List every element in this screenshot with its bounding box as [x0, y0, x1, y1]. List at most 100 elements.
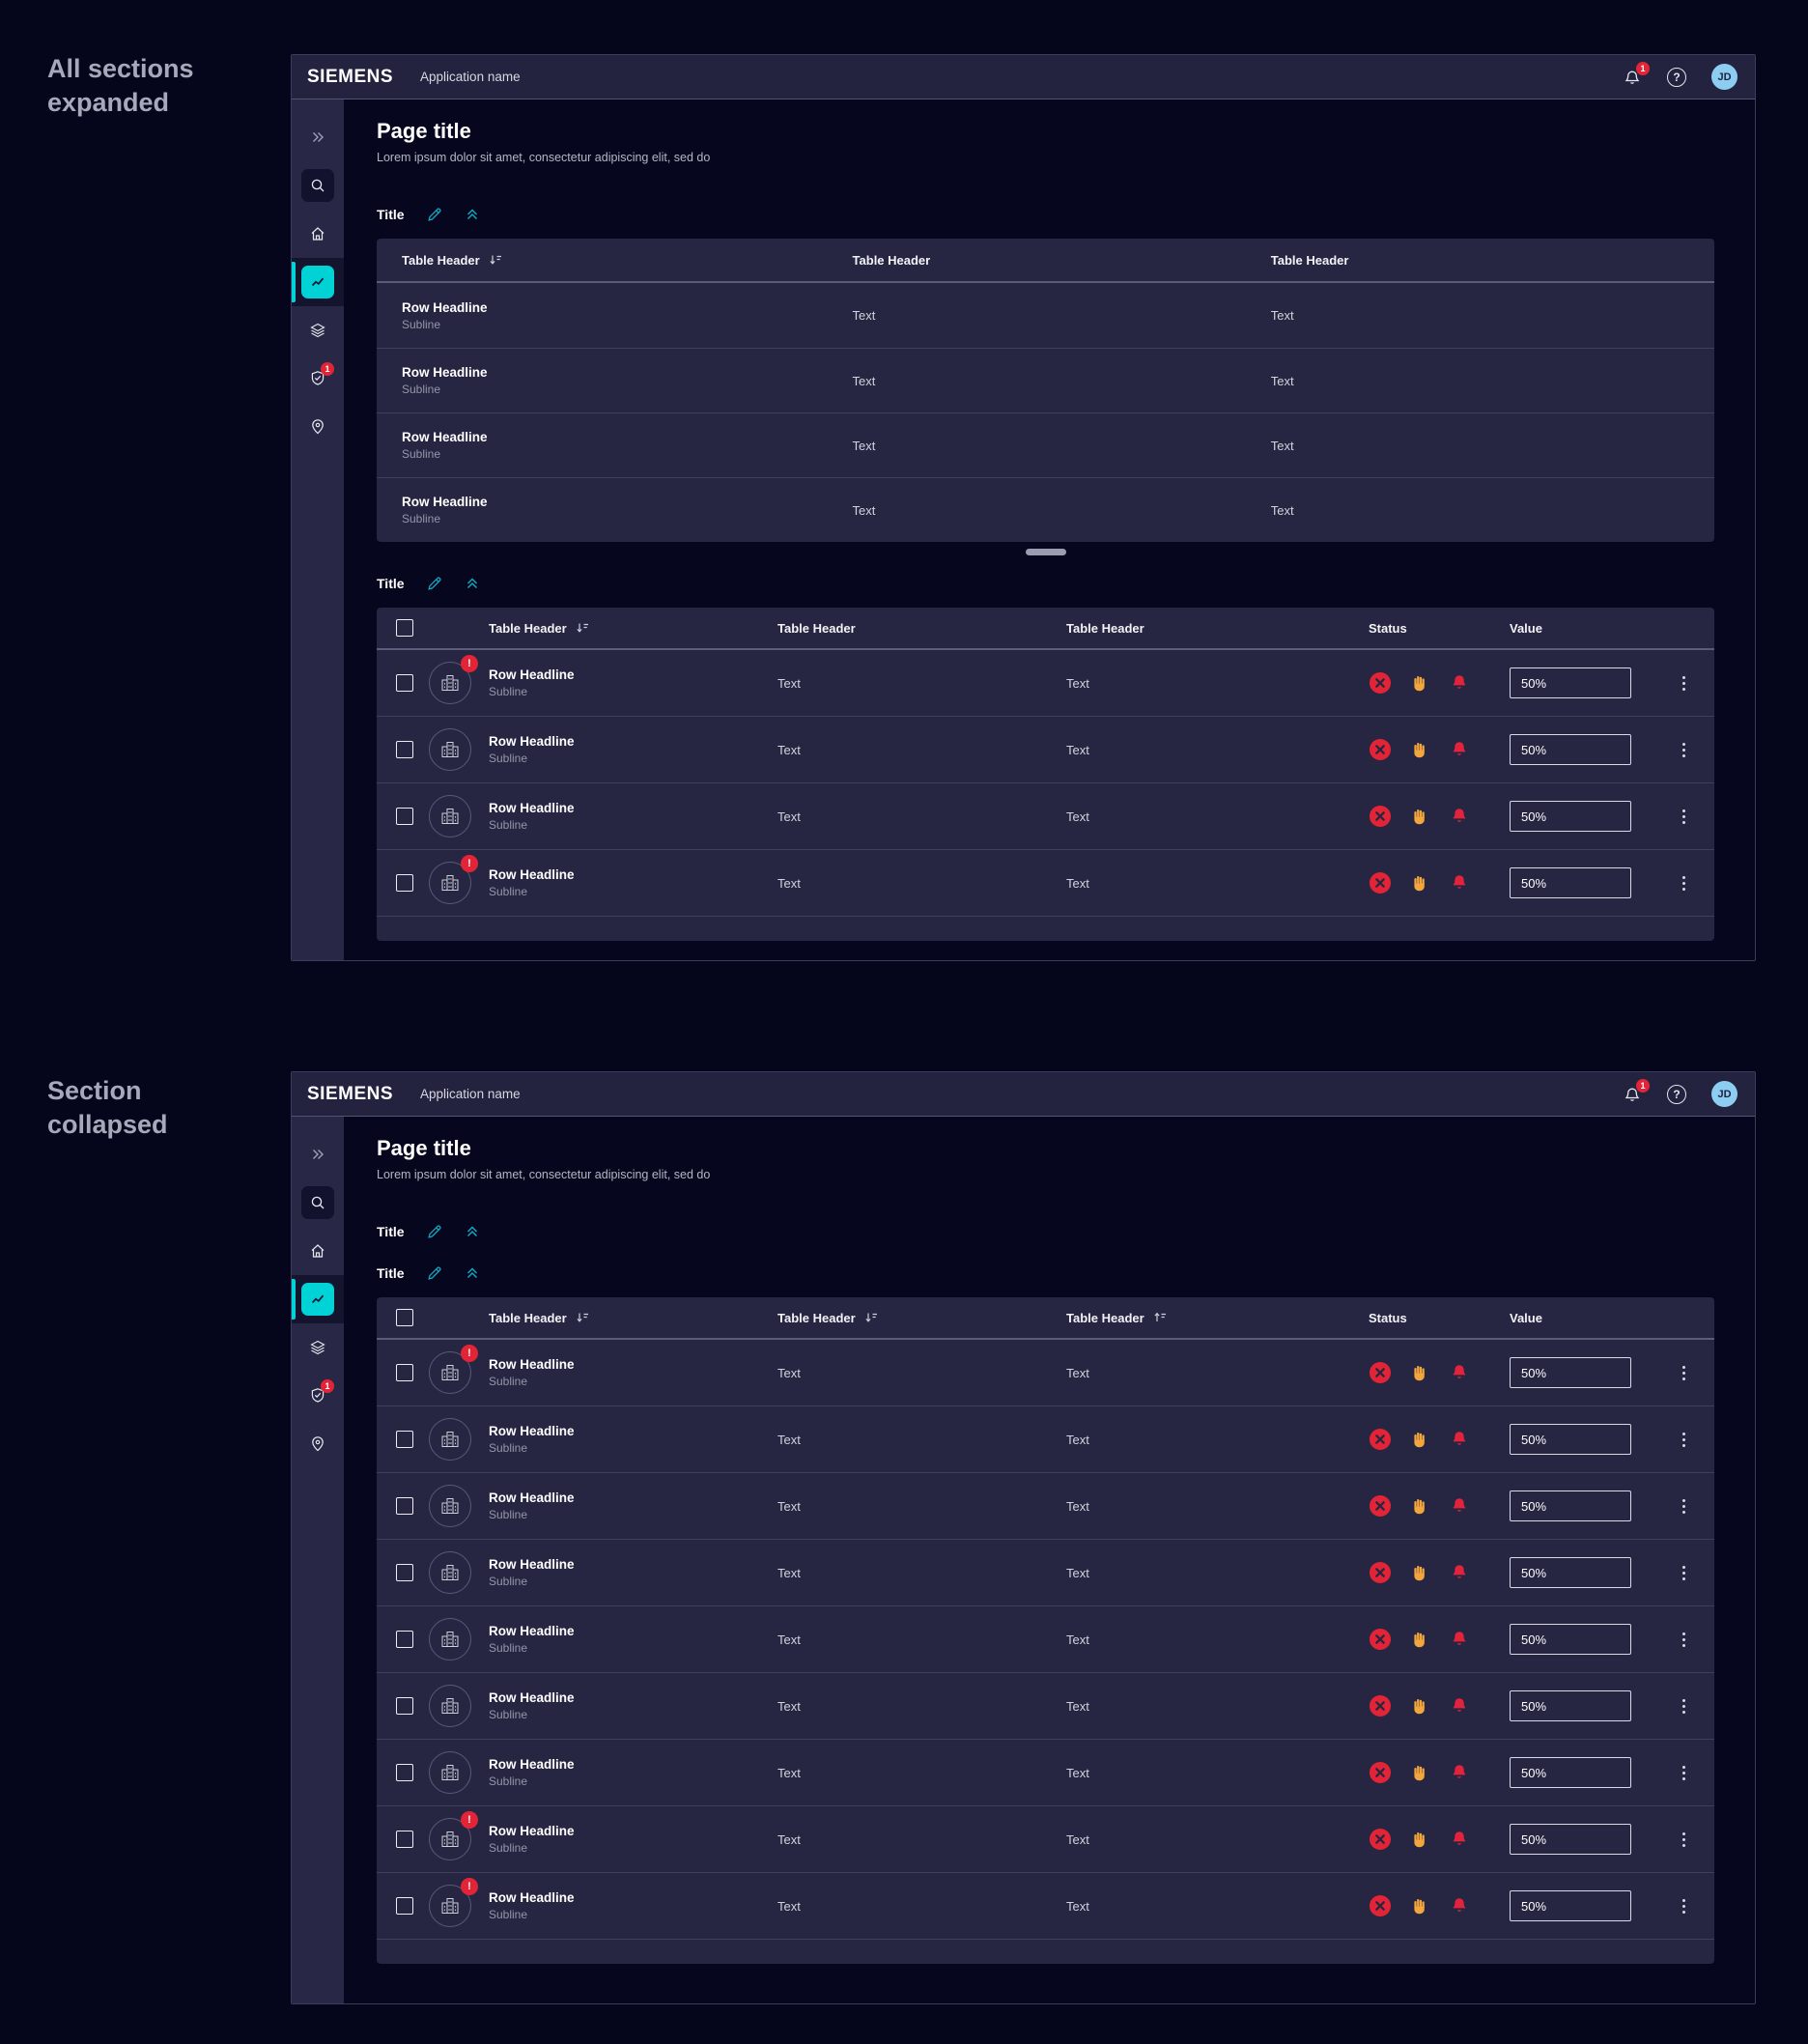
- row-checkbox[interactable]: [396, 1831, 413, 1848]
- row-menu-button[interactable]: [1670, 1627, 1697, 1653]
- sidebar-item-home[interactable]: [292, 1227, 344, 1275]
- sidebar-item-search[interactable]: [292, 1178, 344, 1227]
- row-menu-button[interactable]: [1670, 1827, 1697, 1853]
- value-input[interactable]: [1510, 1690, 1631, 1721]
- row-menu-button[interactable]: [1670, 870, 1697, 896]
- stop-hand-status-icon: [1414, 1499, 1425, 1515]
- column-header[interactable]: Table Header: [1270, 252, 1349, 268]
- resize-handle[interactable]: [1025, 549, 1066, 555]
- value-input[interactable]: [1510, 1624, 1631, 1655]
- value-input[interactable]: [1510, 1557, 1631, 1588]
- sidebar-item-dashboard[interactable]: [292, 1275, 344, 1323]
- table-row[interactable]: Row Headline Subline Text Text: [377, 283, 1714, 348]
- sidebar-expand-button[interactable]: [292, 1130, 344, 1178]
- row-menu-button[interactable]: [1670, 1893, 1697, 1919]
- value-input[interactable]: [1510, 801, 1631, 832]
- table-row[interactable]: Row Headline Subline Text Text: [377, 1606, 1714, 1673]
- edit-section-button[interactable]: [426, 1264, 443, 1282]
- collapse-section-button[interactable]: [465, 576, 480, 591]
- value-input[interactable]: [1510, 1890, 1631, 1921]
- row-menu-button[interactable]: [1670, 1693, 1697, 1719]
- row-checkbox[interactable]: [396, 1631, 413, 1648]
- collapse-section-button[interactable]: [465, 207, 480, 222]
- value-input[interactable]: [1510, 1824, 1631, 1855]
- row-subline: Subline: [489, 1641, 528, 1655]
- row-menu-button[interactable]: [1670, 1427, 1697, 1453]
- notifications-button[interactable]: 1: [1623, 61, 1650, 87]
- value-input[interactable]: [1510, 1757, 1631, 1788]
- table-row[interactable]: Row Headline Subline Text Text: [377, 477, 1714, 542]
- row-checkbox[interactable]: [396, 1697, 413, 1715]
- value-input[interactable]: [1510, 734, 1631, 765]
- table-row[interactable]: Row Headline Subline Text Text: [377, 717, 1714, 783]
- help-button[interactable]: [1667, 67, 1686, 87]
- table-row[interactable]: Row Headline Subline Text Text: [377, 1406, 1714, 1473]
- sidebar-item-locations[interactable]: [292, 403, 344, 451]
- row-menu-button[interactable]: [1670, 670, 1697, 696]
- row-checkbox[interactable]: [396, 874, 413, 892]
- row-menu-button[interactable]: [1670, 1560, 1697, 1586]
- row-checkbox[interactable]: [396, 1897, 413, 1915]
- select-all-checkbox[interactable]: [396, 619, 413, 637]
- row-menu-button[interactable]: [1670, 1760, 1697, 1786]
- sidebar-item-security[interactable]: 1: [292, 355, 344, 403]
- table-row[interactable]: Row Headline Subline Text Text: [377, 1806, 1714, 1873]
- table-row[interactable]: Row Headline Subline Text Text: [377, 412, 1714, 477]
- table-row[interactable]: Row Headline Subline Text Text: [377, 1340, 1714, 1406]
- user-avatar[interactable]: JD: [1711, 1081, 1737, 1107]
- table-row[interactable]: Row Headline Subline Text Text: [377, 1740, 1714, 1806]
- sidebar-item-security[interactable]: 1: [292, 1372, 344, 1420]
- notifications-button[interactable]: 1: [1623, 1078, 1650, 1104]
- row-checkbox[interactable]: [396, 1564, 413, 1581]
- row-checkbox[interactable]: [396, 1364, 413, 1381]
- row-checkbox[interactable]: [396, 808, 413, 825]
- value-input[interactable]: [1510, 1424, 1631, 1455]
- column-header-sortable[interactable]: Table Header: [402, 252, 853, 268]
- sidebar-item-locations[interactable]: [292, 1420, 344, 1468]
- column-header[interactable]: Table Header: [777, 620, 856, 636]
- table-row[interactable]: Row Headline Subline Text Text: [377, 783, 1714, 850]
- row-menu-button[interactable]: [1670, 1360, 1697, 1386]
- column-header-sortable[interactable]: Table Header: [489, 1310, 777, 1325]
- sidebar-item-search[interactable]: [292, 161, 344, 210]
- row-checkbox[interactable]: [396, 674, 413, 692]
- row-checkbox[interactable]: [396, 741, 413, 758]
- column-header-sortable[interactable]: Table Header: [489, 620, 777, 636]
- collapse-section-button[interactable]: [465, 1224, 480, 1239]
- row-checkbox[interactable]: [396, 1764, 413, 1781]
- table-row[interactable]: Row Headline Subline Text Text: [377, 1873, 1714, 1940]
- cell-text: Text: [1066, 1698, 1089, 1714]
- column-header-sortable[interactable]: Table Header: [1066, 1310, 1355, 1325]
- column-header[interactable]: Table Header: [1066, 620, 1144, 636]
- sidebar-item-home[interactable]: [292, 210, 344, 258]
- value-input[interactable]: [1510, 1357, 1631, 1388]
- table-row[interactable]: Row Headline Subline Text Text: [377, 1540, 1714, 1606]
- edit-section-button[interactable]: [426, 575, 443, 592]
- table-row[interactable]: Row Headline Subline Text Text: [377, 850, 1714, 917]
- column-header[interactable]: Table Header: [852, 252, 931, 268]
- row-checkbox[interactable]: [396, 1497, 413, 1515]
- row-menu-button[interactable]: [1670, 804, 1697, 830]
- column-header-sortable[interactable]: Table Header: [777, 1310, 1066, 1325]
- sidebar-expand-button[interactable]: [292, 113, 344, 161]
- sidebar-item-layers[interactable]: [292, 1323, 344, 1372]
- edit-section-button[interactable]: [426, 1223, 443, 1240]
- row-menu-button[interactable]: [1670, 1493, 1697, 1519]
- value-input[interactable]: [1510, 1490, 1631, 1521]
- table-row[interactable]: Row Headline Subline Text Text: [377, 1673, 1714, 1740]
- sidebar-item-layers[interactable]: [292, 306, 344, 355]
- value-input[interactable]: [1510, 867, 1631, 898]
- table-row[interactable]: Row Headline Subline Text Text: [377, 348, 1714, 412]
- sidebar-item-dashboard[interactable]: [292, 258, 344, 306]
- table-row[interactable]: Row Headline Subline Text Text: [377, 650, 1714, 717]
- table-row[interactable]: Row Headline Subline Text Text: [377, 1473, 1714, 1540]
- collapse-section-button[interactable]: [465, 1265, 480, 1281]
- value-input[interactable]: [1510, 667, 1631, 698]
- cell-text: Text: [777, 1365, 801, 1380]
- row-checkbox[interactable]: [396, 1431, 413, 1448]
- help-button[interactable]: [1667, 1084, 1686, 1104]
- edit-section-button[interactable]: [426, 206, 443, 223]
- row-menu-button[interactable]: [1670, 737, 1697, 763]
- user-avatar[interactable]: JD: [1711, 64, 1737, 90]
- select-all-checkbox[interactable]: [396, 1309, 413, 1326]
